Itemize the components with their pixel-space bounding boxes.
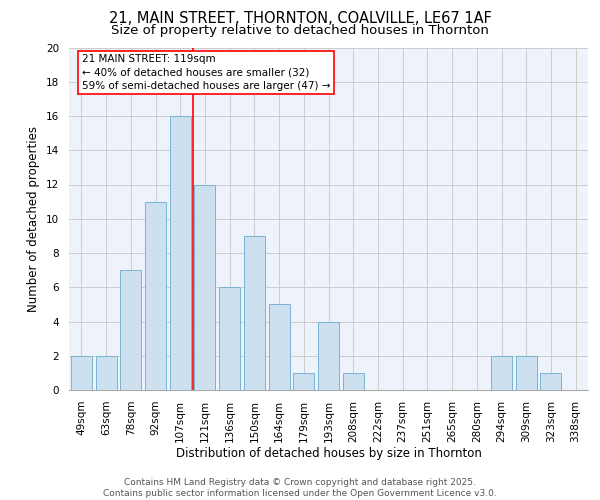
Text: Contains HM Land Registry data © Crown copyright and database right 2025.
Contai: Contains HM Land Registry data © Crown c… (103, 478, 497, 498)
Bar (170, 116, 191, 390)
Text: 21 MAIN STREET: 119sqm
← 40% of detached houses are smaller (32)
59% of semi-det: 21 MAIN STREET: 119sqm ← 40% of detached… (82, 54, 331, 90)
X-axis label: Distribution of detached houses by size in Thornton: Distribution of detached houses by size … (176, 448, 481, 460)
Bar (541, 373, 562, 390)
Bar (343, 373, 364, 390)
Bar (516, 356, 537, 390)
Bar (491, 356, 512, 390)
Text: 21, MAIN STREET, THORNTON, COALVILLE, LE67 1AF: 21, MAIN STREET, THORNTON, COALVILLE, LE… (109, 11, 491, 26)
Bar (95, 356, 116, 390)
Bar (194, 184, 215, 390)
Bar (120, 270, 141, 390)
Bar (293, 373, 314, 390)
Bar (269, 304, 290, 390)
Bar (318, 322, 339, 390)
Y-axis label: Number of detached properties: Number of detached properties (28, 126, 40, 312)
Bar (219, 287, 240, 390)
Bar (71, 356, 92, 390)
Bar (145, 202, 166, 390)
Text: Size of property relative to detached houses in Thornton: Size of property relative to detached ho… (111, 24, 489, 37)
Bar (244, 236, 265, 390)
